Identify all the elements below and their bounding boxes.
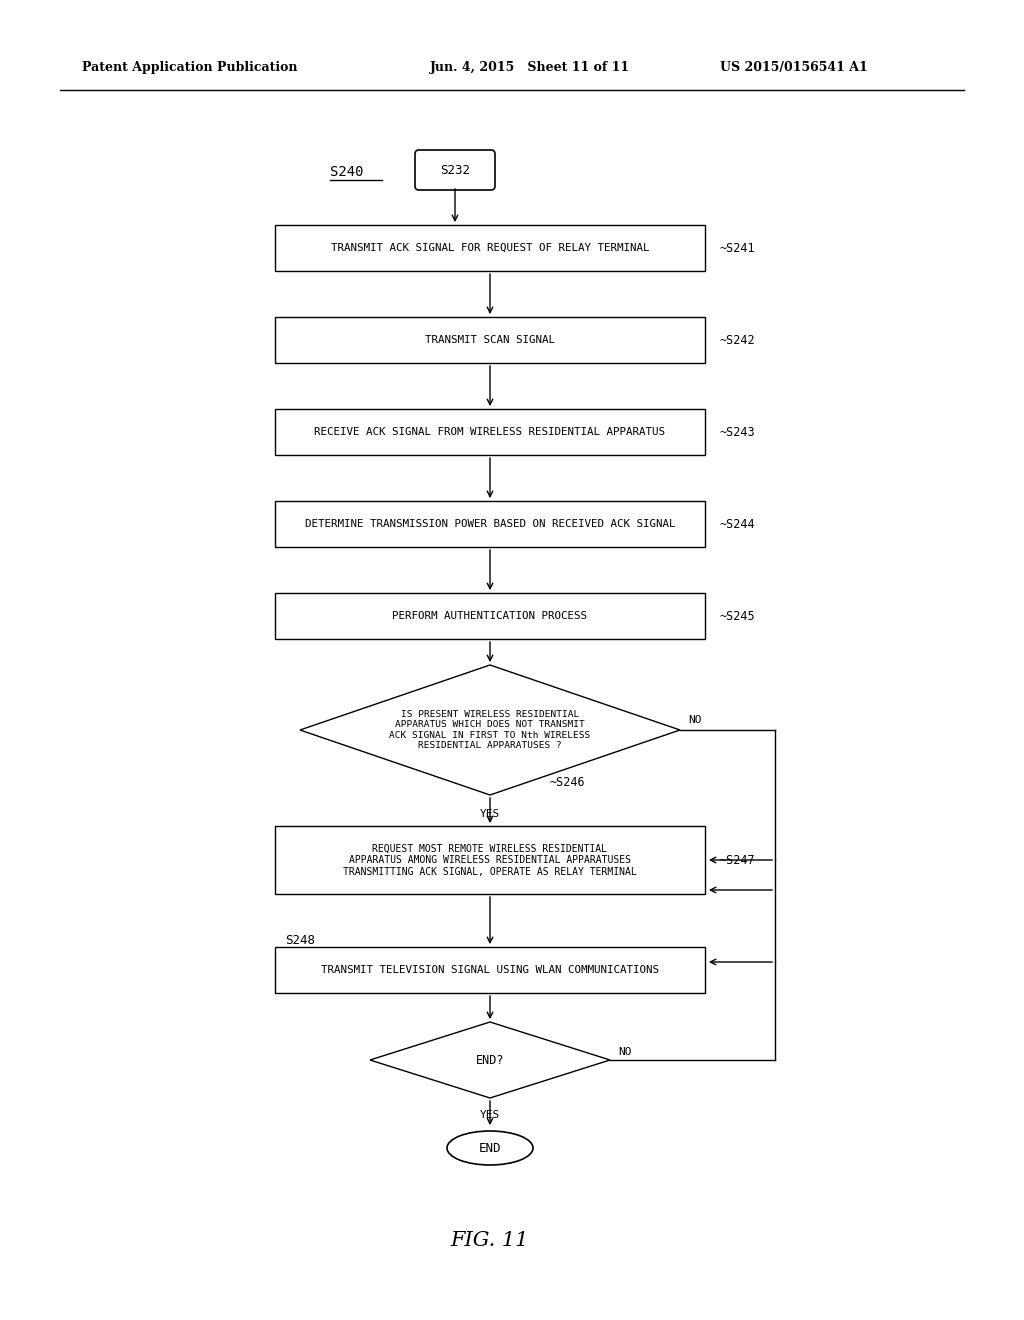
Text: ~S245: ~S245 bbox=[719, 610, 755, 623]
Text: S248: S248 bbox=[285, 933, 315, 946]
Text: NO: NO bbox=[688, 715, 701, 725]
Text: ~S244: ~S244 bbox=[719, 517, 755, 531]
FancyBboxPatch shape bbox=[275, 826, 705, 894]
Text: YES: YES bbox=[480, 1110, 500, 1119]
Text: ~S247: ~S247 bbox=[719, 854, 755, 866]
Polygon shape bbox=[300, 665, 680, 795]
Text: Jun. 4, 2015   Sheet 11 of 11: Jun. 4, 2015 Sheet 11 of 11 bbox=[430, 62, 630, 74]
Ellipse shape bbox=[447, 1131, 534, 1166]
Text: ~S243: ~S243 bbox=[719, 425, 755, 438]
Text: NO: NO bbox=[618, 1047, 632, 1057]
Text: REQUEST MOST REMOTE WIRELESS RESIDENTIAL
APPARATUS AMONG WIRELESS RESIDENTIAL AP: REQUEST MOST REMOTE WIRELESS RESIDENTIAL… bbox=[343, 843, 637, 876]
Text: TRANSMIT ACK SIGNAL FOR REQUEST OF RELAY TERMINAL: TRANSMIT ACK SIGNAL FOR REQUEST OF RELAY… bbox=[331, 243, 649, 253]
Text: TRANSMIT TELEVISION SIGNAL USING WLAN COMMUNICATIONS: TRANSMIT TELEVISION SIGNAL USING WLAN CO… bbox=[321, 965, 659, 975]
FancyBboxPatch shape bbox=[275, 593, 705, 639]
FancyBboxPatch shape bbox=[275, 946, 705, 993]
Text: US 2015/0156541 A1: US 2015/0156541 A1 bbox=[720, 62, 867, 74]
Text: YES: YES bbox=[480, 809, 500, 818]
Text: END?: END? bbox=[476, 1053, 504, 1067]
FancyBboxPatch shape bbox=[275, 224, 705, 271]
Text: ~S246: ~S246 bbox=[550, 776, 586, 789]
Text: IS PRESENT WIRELESS RESIDENTIAL
APPARATUS WHICH DOES NOT TRANSMIT
ACK SIGNAL IN : IS PRESENT WIRELESS RESIDENTIAL APPARATU… bbox=[389, 710, 591, 750]
FancyBboxPatch shape bbox=[415, 150, 495, 190]
Text: S232: S232 bbox=[440, 164, 470, 177]
Text: RECEIVE ACK SIGNAL FROM WIRELESS RESIDENTIAL APPARATUS: RECEIVE ACK SIGNAL FROM WIRELESS RESIDEN… bbox=[314, 426, 666, 437]
Text: S240: S240 bbox=[330, 165, 364, 180]
Text: Patent Application Publication: Patent Application Publication bbox=[82, 62, 298, 74]
Text: TRANSMIT SCAN SIGNAL: TRANSMIT SCAN SIGNAL bbox=[425, 335, 555, 345]
FancyBboxPatch shape bbox=[275, 409, 705, 455]
Text: END: END bbox=[479, 1142, 502, 1155]
Text: ~S242: ~S242 bbox=[719, 334, 755, 346]
Text: ~S241: ~S241 bbox=[719, 242, 755, 255]
FancyBboxPatch shape bbox=[275, 317, 705, 363]
Text: PERFORM AUTHENTICATION PROCESS: PERFORM AUTHENTICATION PROCESS bbox=[392, 611, 588, 620]
Polygon shape bbox=[370, 1022, 610, 1098]
Text: FIG. 11: FIG. 11 bbox=[451, 1230, 529, 1250]
Text: DETERMINE TRANSMISSION POWER BASED ON RECEIVED ACK SIGNAL: DETERMINE TRANSMISSION POWER BASED ON RE… bbox=[305, 519, 675, 529]
FancyBboxPatch shape bbox=[275, 502, 705, 546]
